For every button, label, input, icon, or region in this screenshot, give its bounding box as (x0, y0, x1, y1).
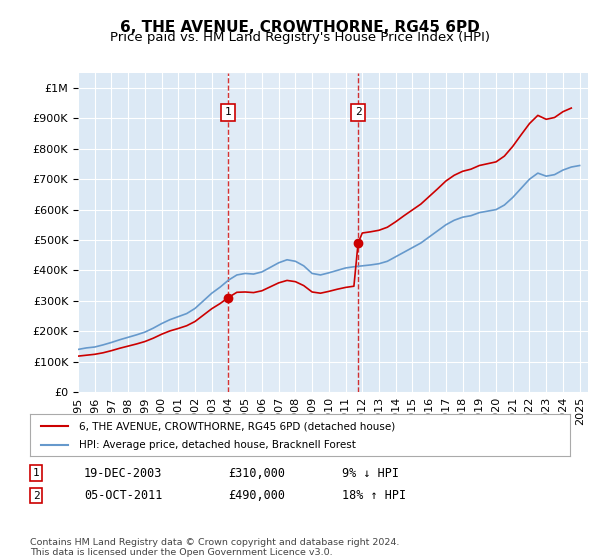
Text: Contains HM Land Registry data © Crown copyright and database right 2024.
This d: Contains HM Land Registry data © Crown c… (30, 538, 400, 557)
Text: 6, THE AVENUE, CROWTHORNE, RG45 6PD: 6, THE AVENUE, CROWTHORNE, RG45 6PD (120, 20, 480, 35)
Text: 9% ↓ HPI: 9% ↓ HPI (342, 466, 399, 480)
Text: 05-OCT-2011: 05-OCT-2011 (84, 489, 163, 502)
Text: 2: 2 (355, 108, 361, 118)
Bar (228, 73, 358, 392)
Text: £490,000: £490,000 (228, 489, 285, 502)
Text: 1: 1 (32, 468, 40, 478)
Text: 6, THE AVENUE, CROWTHORNE, RG45 6PD (detached house): 6, THE AVENUE, CROWTHORNE, RG45 6PD (det… (79, 421, 395, 431)
Text: HPI: Average price, detached house, Bracknell Forest: HPI: Average price, detached house, Brac… (79, 440, 355, 450)
Text: 1: 1 (224, 108, 232, 118)
Text: 18% ↑ HPI: 18% ↑ HPI (342, 489, 406, 502)
Text: 2: 2 (32, 491, 40, 501)
Text: £310,000: £310,000 (228, 466, 285, 480)
Text: 19-DEC-2003: 19-DEC-2003 (84, 466, 163, 480)
Text: Price paid vs. HM Land Registry's House Price Index (HPI): Price paid vs. HM Land Registry's House … (110, 31, 490, 44)
